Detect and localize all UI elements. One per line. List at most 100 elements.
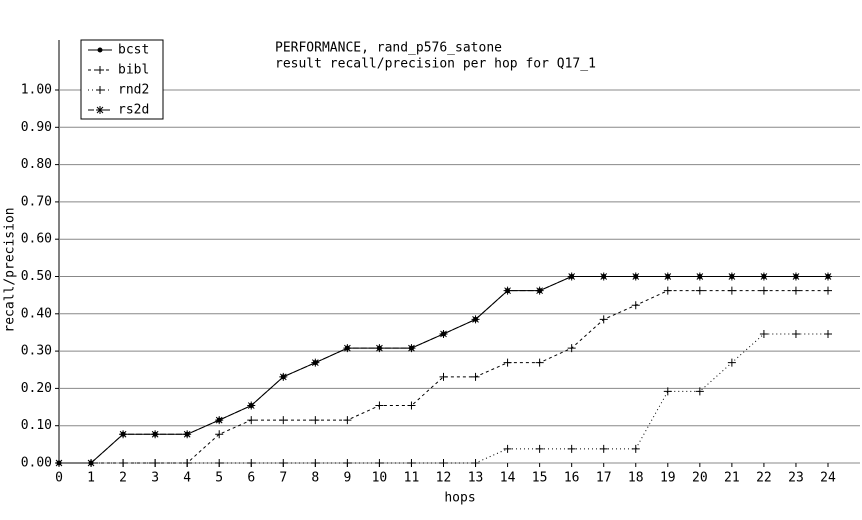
legend-label: rs2d xyxy=(118,103,149,118)
x-tick-label: 3 xyxy=(151,471,159,486)
marker xyxy=(343,344,352,353)
marker xyxy=(663,286,672,295)
marker xyxy=(759,286,768,295)
marker xyxy=(824,272,832,281)
marker xyxy=(151,459,160,467)
y-tick-label: 0.90 xyxy=(21,120,52,135)
marker xyxy=(824,329,832,338)
y-tick-label: 0.00 xyxy=(21,456,52,471)
marker xyxy=(343,459,352,467)
x-tick-label: 17 xyxy=(596,471,612,486)
marker xyxy=(215,459,224,467)
marker xyxy=(535,444,544,453)
y-tick-label: 0.10 xyxy=(21,418,52,433)
marker xyxy=(503,286,512,295)
marker xyxy=(695,387,704,396)
x-tick-label: 1 xyxy=(87,471,95,486)
marker xyxy=(727,358,736,367)
marker xyxy=(247,401,256,410)
y-axis-label: recall/precision xyxy=(3,207,18,332)
y-tick-label: 0.20 xyxy=(21,381,52,396)
x-tick-label: 20 xyxy=(692,471,708,486)
x-tick-label: 22 xyxy=(756,471,772,486)
marker xyxy=(471,372,480,381)
marker xyxy=(279,372,288,381)
x-tick-label: 23 xyxy=(788,471,804,486)
marker xyxy=(215,416,224,425)
chart-title: PERFORMANCE, rand_p576_satone xyxy=(275,41,502,56)
marker xyxy=(567,444,576,453)
x-tick-label: 9 xyxy=(343,471,351,486)
marker xyxy=(663,387,672,396)
marker xyxy=(407,344,416,353)
x-tick-label: 8 xyxy=(311,471,319,486)
marker xyxy=(375,401,384,410)
legend-label: rnd2 xyxy=(118,83,149,98)
x-tick-label: 14 xyxy=(500,471,516,486)
x-tick-label: 2 xyxy=(119,471,127,486)
marker xyxy=(439,329,448,338)
marker xyxy=(727,272,736,281)
x-tick-label: 16 xyxy=(564,471,580,486)
x-tick-label: 19 xyxy=(660,471,676,486)
marker xyxy=(599,272,608,281)
marker xyxy=(599,444,608,453)
x-tick-label: 7 xyxy=(279,471,287,486)
x-tick-label: 24 xyxy=(820,471,836,486)
marker xyxy=(535,358,544,367)
marker xyxy=(311,459,320,467)
y-tick-label: 0.40 xyxy=(21,306,52,321)
marker xyxy=(759,329,768,338)
marker xyxy=(471,459,480,467)
x-tick-label: 4 xyxy=(183,471,191,486)
marker xyxy=(791,272,800,281)
y-tick-label: 0.50 xyxy=(21,269,52,284)
legend-label: bibl xyxy=(118,63,149,78)
marker xyxy=(279,459,288,467)
marker xyxy=(663,272,672,281)
legend-marker xyxy=(96,66,104,74)
marker xyxy=(695,272,704,281)
marker xyxy=(375,459,384,467)
marker xyxy=(503,444,512,453)
x-tick-label: 15 xyxy=(532,471,548,486)
y-tick-label: 0.60 xyxy=(21,232,52,247)
y-tick-label: 0.70 xyxy=(21,194,52,209)
legend-label: bcst xyxy=(118,43,149,58)
marker xyxy=(119,459,128,467)
marker xyxy=(87,459,96,467)
x-tick-label: 21 xyxy=(724,471,740,486)
marker xyxy=(824,286,832,295)
marker xyxy=(215,430,224,439)
marker xyxy=(407,459,416,467)
marker xyxy=(631,444,640,453)
y-tick-label: 0.30 xyxy=(21,344,52,359)
marker xyxy=(439,372,448,381)
marker xyxy=(151,430,160,439)
marker xyxy=(471,315,480,324)
marker xyxy=(183,459,192,467)
x-tick-label: 11 xyxy=(404,471,420,486)
x-tick-label: 5 xyxy=(215,471,223,486)
marker xyxy=(535,286,544,295)
marker xyxy=(631,301,640,310)
x-axis-label: hops xyxy=(444,491,475,506)
marker xyxy=(599,315,608,324)
marker xyxy=(759,272,768,281)
x-tick-label: 10 xyxy=(372,471,388,486)
marker xyxy=(55,459,63,467)
marker xyxy=(311,416,320,425)
marker xyxy=(247,416,256,425)
chart-subtitle: result recall/precision per hop for Q17_… xyxy=(275,57,596,72)
marker xyxy=(343,416,352,425)
marker xyxy=(791,286,800,295)
marker xyxy=(279,416,288,425)
marker xyxy=(567,272,576,281)
x-tick-label: 12 xyxy=(436,471,452,486)
marker xyxy=(503,358,512,367)
marker xyxy=(695,286,704,295)
marker xyxy=(183,430,192,439)
legend-box xyxy=(80,39,164,120)
x-tick-label: 0 xyxy=(55,471,63,486)
